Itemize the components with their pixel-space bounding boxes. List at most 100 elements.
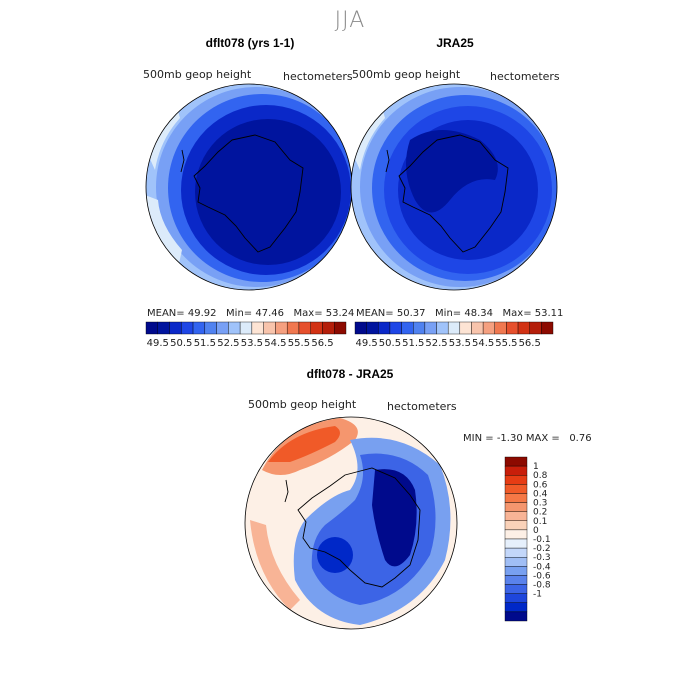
colorbar1-swatch bbox=[216, 321, 229, 335]
coastline-panel3 bbox=[284, 467, 421, 588]
colorbar3-tick-label: -0.6 bbox=[533, 571, 551, 581]
colorbar2-swatch bbox=[482, 321, 495, 335]
colorbar3-swatch bbox=[504, 511, 528, 521]
colorbar2-swatch bbox=[436, 321, 449, 335]
colorbar3-tick-label: -0.4 bbox=[533, 562, 551, 572]
panel3-units: hectometers bbox=[387, 400, 457, 413]
colorbar3-tick-label: 0 bbox=[533, 526, 539, 536]
colorbar3-swatch bbox=[504, 575, 528, 585]
coastline-panel2 bbox=[385, 134, 509, 253]
colorbar2-swatch bbox=[529, 321, 542, 335]
map-panel2 bbox=[351, 84, 557, 290]
coastline-panel1 bbox=[180, 134, 304, 253]
colorbar1-swatch bbox=[169, 321, 182, 335]
colorbar2-swatch bbox=[506, 321, 519, 335]
colorbar3-swatch bbox=[504, 557, 528, 567]
colorbar2-swatch bbox=[494, 321, 507, 335]
colorbar2-swatch bbox=[366, 321, 379, 335]
colorbar3-swatch bbox=[504, 593, 528, 603]
colorbar1-swatch bbox=[251, 321, 264, 335]
colorbar1-tick-label: 55.5 bbox=[288, 338, 310, 349]
colorbar3-swatch bbox=[504, 566, 528, 576]
colorbar2-swatch bbox=[389, 321, 402, 335]
colorbar3-tick-label: 0.4 bbox=[533, 489, 548, 499]
colorbar3-swatch bbox=[504, 547, 528, 558]
panel2-units: hectometers bbox=[490, 70, 560, 83]
panel1-stats: MEAN= 49.92 Min= 47.46 Max= 53.24 bbox=[147, 308, 355, 319]
colorbar3-swatch bbox=[504, 465, 528, 476]
colorbar3-swatch bbox=[504, 602, 528, 613]
colorbar1-swatch bbox=[298, 321, 311, 335]
colorbar1-swatch bbox=[263, 321, 276, 335]
colorbar3-swatch bbox=[504, 484, 528, 494]
colorbar3-tick-label: -0.1 bbox=[533, 535, 551, 545]
colorbar1-swatch bbox=[310, 321, 323, 335]
colorbar3-tick-label: 0.1 bbox=[533, 517, 547, 527]
colorbar1-tick-label: 49.5 bbox=[147, 338, 169, 349]
panel1-title: dflt078 (yrs 1-1) bbox=[205, 36, 295, 50]
colorbar3-swatch bbox=[504, 538, 528, 549]
colorbar1-swatch bbox=[322, 321, 335, 335]
panel3-title: dflt078 - JRA25 bbox=[306, 367, 394, 381]
colorbar1-swatch bbox=[204, 321, 217, 335]
panel2-stats: MEAN= 50.37 Min= 48.34 Max= 53.11 bbox=[356, 308, 564, 319]
colorbar1-tick-label: 56.5 bbox=[311, 338, 333, 349]
figure-title: JJA bbox=[334, 8, 366, 33]
colorbar1-swatch bbox=[145, 321, 158, 335]
colorbar1-swatch bbox=[157, 321, 170, 335]
panel1-units: hectometers bbox=[283, 70, 353, 83]
colorbar1-swatch bbox=[275, 321, 288, 335]
colorbar3-tick-label: 0.3 bbox=[533, 499, 547, 509]
colorbar3-swatch bbox=[504, 611, 528, 622]
colorbar2-tick-label: 51.5 bbox=[402, 338, 424, 349]
colorbar3-swatch bbox=[504, 475, 528, 485]
panel2-title: JRA25 bbox=[436, 36, 474, 50]
colorbar3-tick-label: -0.2 bbox=[533, 544, 551, 554]
colorbar1-swatch bbox=[228, 321, 241, 335]
colorbar2-swatch bbox=[378, 321, 391, 335]
colorbar-panel2: 49.5 50.5 51.5 52.5 53.5 54.5 55.5 56.5 bbox=[354, 321, 554, 349]
colorbar2-tick-label: 50.5 bbox=[379, 338, 401, 349]
colorbar2-tick-label: 52.5 bbox=[425, 338, 447, 349]
colorbar1-swatch bbox=[181, 321, 194, 335]
colorbar1-tick-label: 52.5 bbox=[217, 338, 239, 349]
colorbar3-tick-label: 0.2 bbox=[533, 508, 547, 518]
colorbar2-swatch bbox=[471, 321, 484, 335]
colorbar3-tick-label: -1 bbox=[533, 590, 542, 600]
colorbar2-swatch bbox=[459, 321, 472, 335]
colorbar2-swatch bbox=[424, 321, 437, 335]
colorbar3-tick-label: 0.6 bbox=[533, 480, 548, 490]
map-panel3 bbox=[245, 417, 457, 629]
colorbar3-swatch bbox=[504, 456, 528, 467]
colorbar2-tick-label: 53.5 bbox=[449, 338, 471, 349]
panel2-variable: 500mb geop height bbox=[352, 68, 461, 81]
colorbar3-swatch bbox=[504, 502, 528, 512]
colorbar3-tick-label: -0.3 bbox=[533, 553, 551, 563]
colorbar1-swatch bbox=[286, 321, 300, 335]
colorbar3-tick-label: 0.8 bbox=[533, 471, 548, 481]
colorbar3-swatch bbox=[504, 493, 528, 503]
colorbar2-swatch bbox=[447, 321, 461, 335]
colorbar1-tick-label: 50.5 bbox=[170, 338, 192, 349]
map-panel1 bbox=[146, 84, 352, 290]
colorbar1-swatch bbox=[334, 321, 347, 335]
panel3-variable: 500mb geop height bbox=[248, 398, 357, 411]
colorbar1-tick-label: 51.5 bbox=[194, 338, 216, 349]
colorbar3-swatch bbox=[504, 520, 528, 531]
colorbar2-tick-label: 56.5 bbox=[519, 338, 541, 349]
colorbar3-tick-label: -0.8 bbox=[533, 581, 551, 591]
colorbar2-swatch bbox=[517, 321, 530, 335]
colorbar1-swatch bbox=[192, 321, 206, 335]
colorbar2-tick-label: 49.5 bbox=[356, 338, 378, 349]
colorbar2-tick-label: 55.5 bbox=[495, 338, 517, 349]
colorbar-panel3: 10.80.60.40.30.20.10-0.1-0.2-0.3-0.4-0.6… bbox=[504, 456, 551, 622]
colorbar1-swatch bbox=[239, 321, 253, 335]
colorbar2-swatch bbox=[541, 321, 554, 335]
colorbar-panel1: 49.5 50.5 51.5 52.5 53.5 54.5 55.5 56.5 bbox=[145, 321, 347, 349]
colorbar3-swatch bbox=[504, 584, 528, 594]
colorbar3-tick-label: 1 bbox=[533, 462, 539, 472]
colorbar2-swatch bbox=[354, 321, 367, 335]
colorbar2-swatch bbox=[401, 321, 414, 335]
colorbar1-tick-label: 53.5 bbox=[241, 338, 263, 349]
